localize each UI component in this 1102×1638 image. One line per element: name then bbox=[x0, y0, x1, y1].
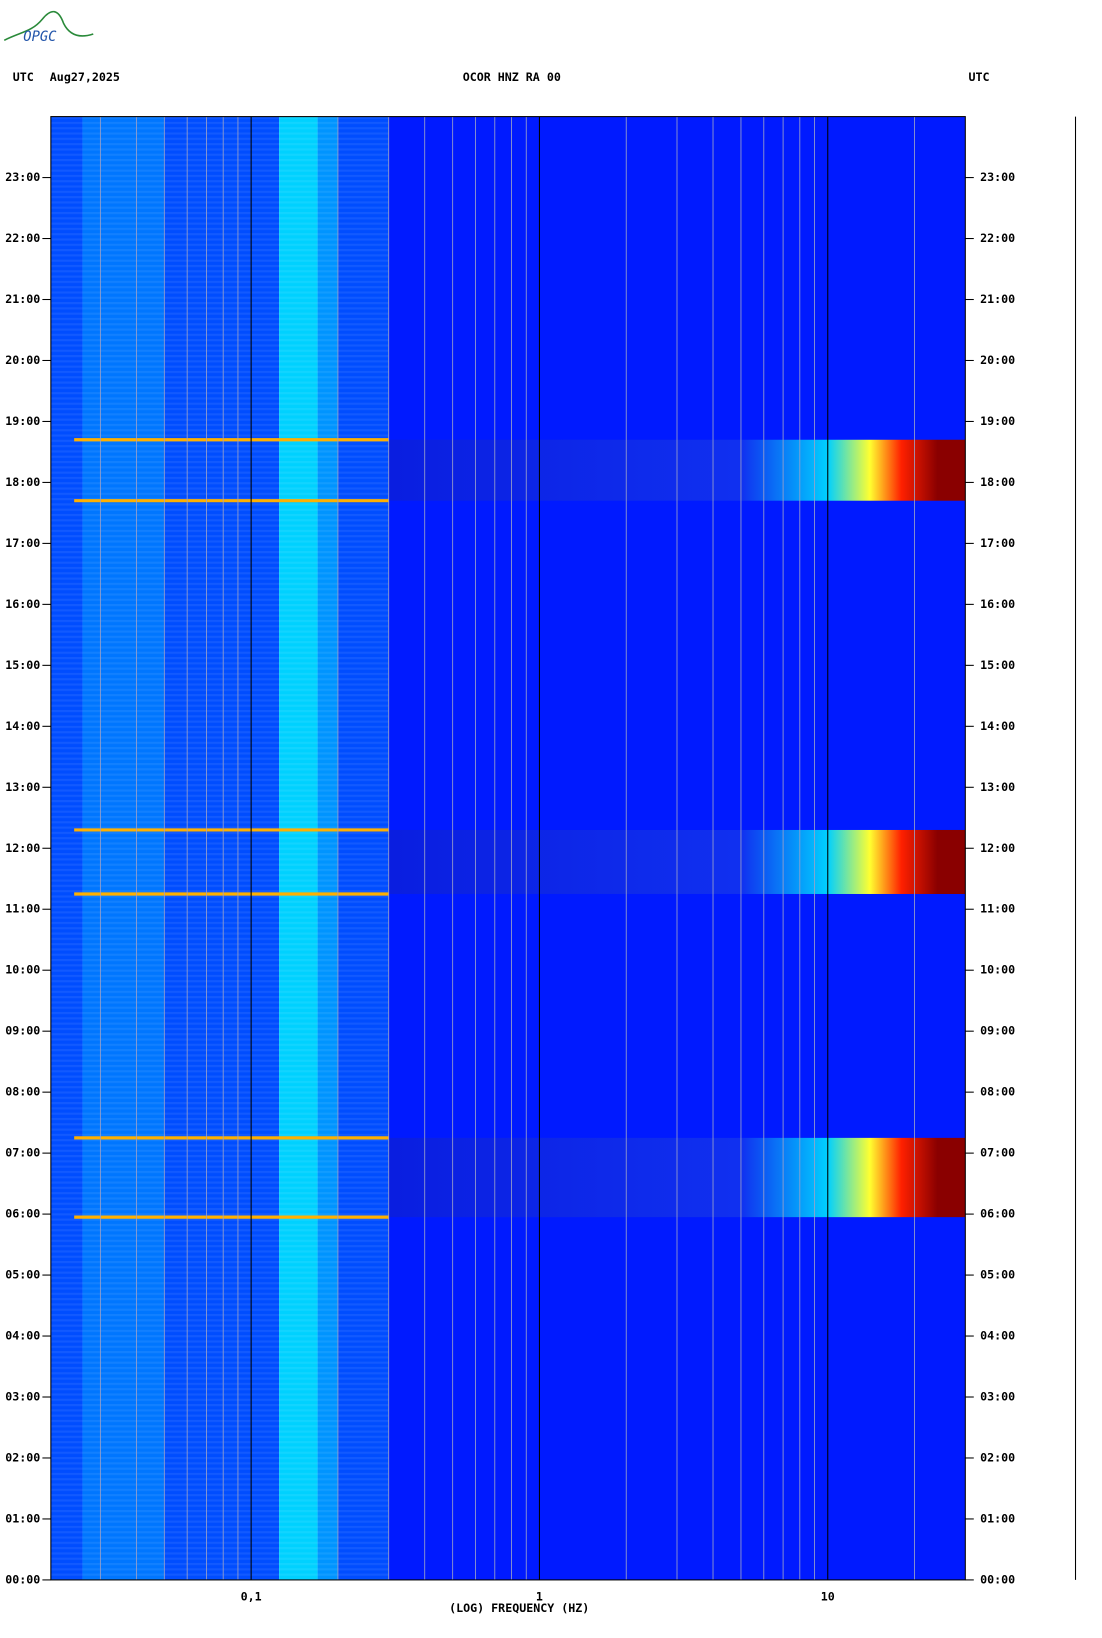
y-tick-label-right: 10:00 bbox=[980, 963, 1015, 977]
y-tick-label: 17:00 bbox=[5, 536, 40, 550]
y-tick-label: 19:00 bbox=[5, 414, 40, 428]
y-tick-label-right: 15:00 bbox=[980, 658, 1015, 672]
y-tick-label: 20:00 bbox=[5, 353, 40, 367]
y-tick-label-right: 08:00 bbox=[980, 1085, 1015, 1099]
y-tick-label: 01:00 bbox=[5, 1511, 40, 1525]
plot-area bbox=[50, 116, 966, 1580]
y-tick-label: 09:00 bbox=[5, 1024, 40, 1038]
y-tick-label-right: 05:00 bbox=[980, 1268, 1015, 1282]
y-tick-label-right: 20:00 bbox=[980, 353, 1015, 367]
y-tick-label: 15:00 bbox=[5, 658, 40, 672]
y-tick-label: 03:00 bbox=[5, 1390, 40, 1404]
y-tick-label: 05:00 bbox=[5, 1268, 40, 1282]
y-tick-label-right: 02:00 bbox=[980, 1450, 1015, 1464]
header-utc: UTC bbox=[13, 70, 34, 84]
x-axis-label: (LOG) FREQUENCY (HZ) bbox=[449, 1601, 589, 1615]
y-tick-label: 00:00 bbox=[5, 1572, 40, 1586]
y-tick-label: 04:00 bbox=[5, 1329, 40, 1343]
y-tick-label-right: 19:00 bbox=[980, 414, 1015, 428]
y-tick-label-right: 21:00 bbox=[980, 292, 1015, 306]
y-tick-label-right: 09:00 bbox=[980, 1024, 1015, 1038]
texture bbox=[50, 116, 389, 1580]
y-tick-label-right: 18:00 bbox=[980, 475, 1015, 489]
y-tick-label: 21:00 bbox=[5, 292, 40, 306]
logo-curve bbox=[3, 10, 94, 42]
y-tick-label-right: 01:00 bbox=[980, 1511, 1015, 1525]
x-tick-label: 0,1 bbox=[241, 1589, 262, 1603]
y-tick-label: 10:00 bbox=[5, 963, 40, 977]
y-tick-label-right: 16:00 bbox=[980, 597, 1015, 611]
y-tick-label: 14:00 bbox=[5, 719, 40, 733]
y-tick-label-right: 17:00 bbox=[980, 536, 1015, 550]
y-tick-label-right: 12:00 bbox=[980, 841, 1015, 855]
x-tick-label: 1 bbox=[536, 1589, 543, 1603]
y-tick-label-right: 14:00 bbox=[980, 719, 1015, 733]
header-utc-right: UTC bbox=[968, 70, 989, 84]
y-tick-label: 23:00 bbox=[5, 170, 40, 184]
chart-title: OCOR HNZ RA 00 bbox=[463, 70, 561, 84]
y-tick-label-right: 22:00 bbox=[980, 231, 1015, 245]
y-tick-label: 06:00 bbox=[5, 1207, 40, 1221]
y-tick-label-right: 04:00 bbox=[980, 1329, 1015, 1343]
y-tick-label: 16:00 bbox=[5, 597, 40, 611]
y-tick-label: 22:00 bbox=[5, 231, 40, 245]
y-tick-label: 18:00 bbox=[5, 475, 40, 489]
y-tick-label-right: 23:00 bbox=[980, 170, 1015, 184]
x-tick-label: 10 bbox=[821, 1589, 835, 1603]
y-tick-label: 08:00 bbox=[5, 1085, 40, 1099]
y-tick-label: 02:00 bbox=[5, 1450, 40, 1464]
y-tick-label: 13:00 bbox=[5, 780, 40, 794]
header-date: Aug27,2025 bbox=[50, 70, 120, 84]
y-tick-label-right: 03:00 bbox=[980, 1390, 1015, 1404]
y-tick-label-right: 07:00 bbox=[980, 1146, 1015, 1160]
logo: OPGC bbox=[23, 29, 57, 45]
y-tick-label-right: 11:00 bbox=[980, 902, 1015, 916]
y-tick-label-right: 06:00 bbox=[980, 1207, 1015, 1221]
y-tick-label-right: 13:00 bbox=[980, 780, 1015, 794]
y-tick-label: 12:00 bbox=[5, 841, 40, 855]
y-tick-label: 11:00 bbox=[5, 902, 40, 916]
y-tick-label-right: 00:00 bbox=[980, 1572, 1015, 1586]
y-tick-label: 07:00 bbox=[5, 1146, 40, 1160]
